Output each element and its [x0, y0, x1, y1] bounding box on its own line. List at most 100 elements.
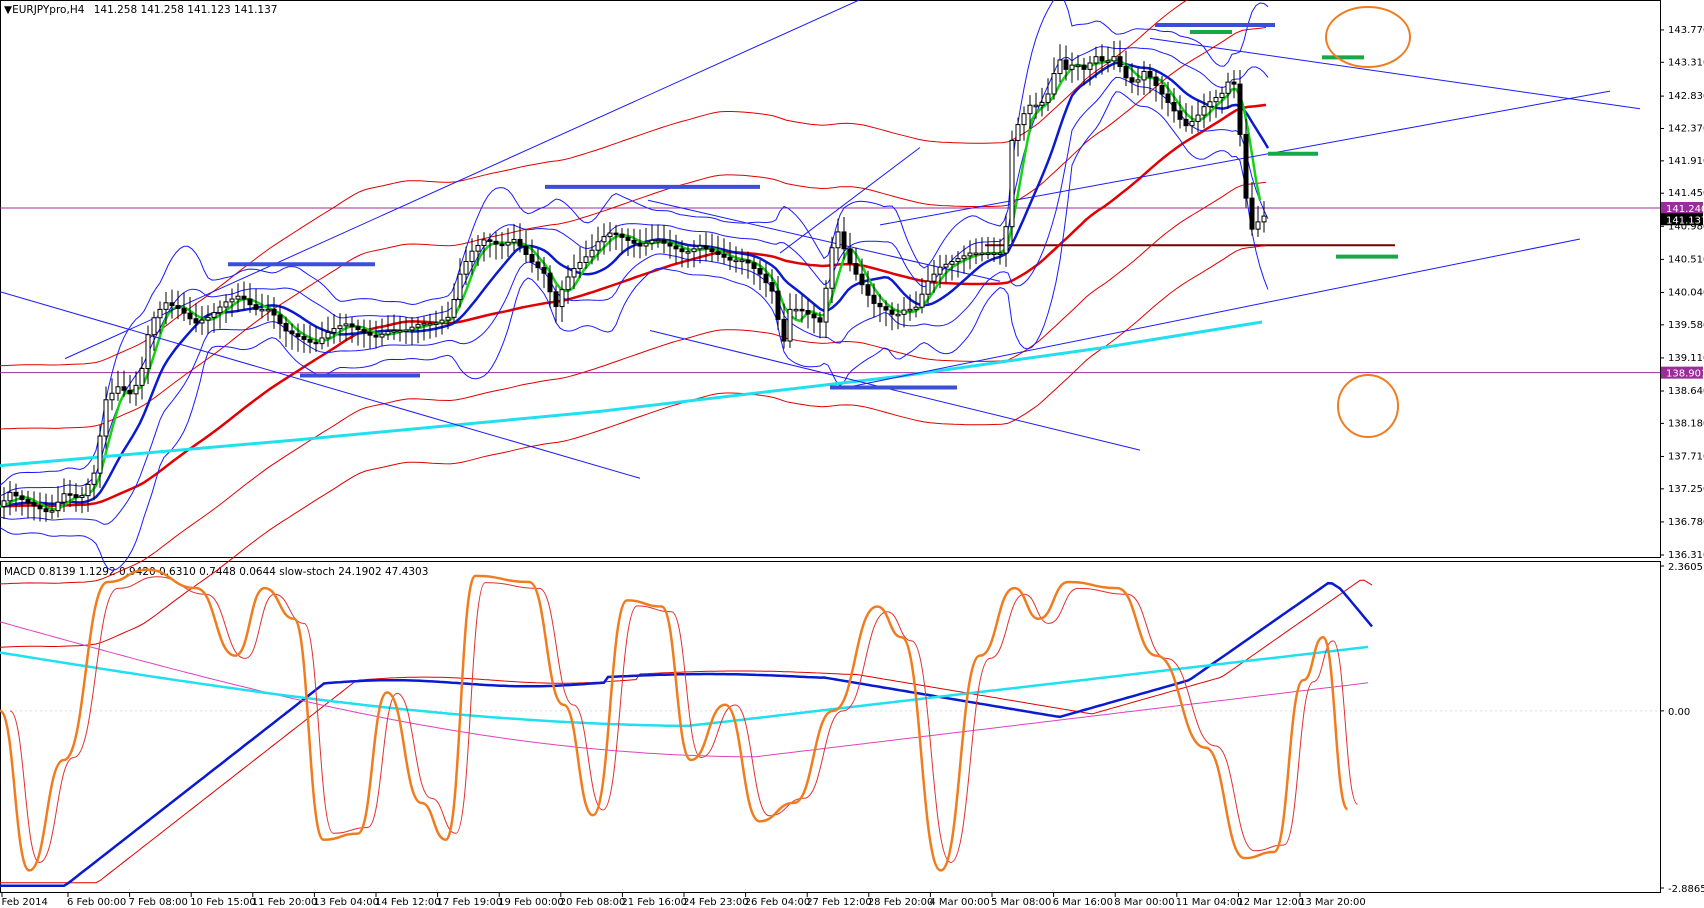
- candle-body: [361, 329, 367, 333]
- candle-body: [733, 259, 739, 263]
- candle-body: [655, 239, 661, 243]
- candle-body: [163, 302, 169, 310]
- candle-body: [793, 308, 799, 312]
- candle-body: [679, 248, 685, 253]
- candle-body: [1093, 56, 1099, 64]
- price-tick-label: 143.310: [1668, 57, 1704, 68]
- candle-body: [121, 386, 127, 391]
- candle-body: [883, 306, 889, 311]
- candle-body: [415, 323, 421, 328]
- candle-body: [139, 367, 145, 386]
- candle-body: [703, 245, 709, 250]
- candle-body: [463, 260, 469, 275]
- candle-body: [595, 241, 601, 251]
- candle-body: [1183, 118, 1189, 127]
- candle-body: [229, 298, 235, 303]
- candle-body: [769, 282, 775, 292]
- candle-body: [541, 267, 547, 274]
- candle-body: [253, 304, 259, 310]
- candle-body: [1039, 101, 1045, 106]
- candle-body: [1201, 106, 1207, 116]
- candle-body: [823, 287, 829, 323]
- candle-body: [391, 329, 397, 333]
- trend-line: [779, 147, 921, 254]
- time-tick-label: 14 Feb 12:00: [375, 897, 441, 908]
- candle-body: [439, 319, 445, 324]
- candle-body: [325, 331, 331, 339]
- candle-body: [607, 232, 613, 238]
- candle-body: [1045, 93, 1051, 103]
- macd-signal-line: [0, 579, 1373, 884]
- candle-body: [1033, 104, 1039, 108]
- candle-body: [1135, 79, 1141, 83]
- candle-body: [211, 312, 217, 318]
- candle-body: [1021, 113, 1027, 126]
- symbol-marker-icon: ▼: [4, 4, 13, 16]
- candle-body: [907, 308, 913, 312]
- candle-body: [667, 242, 673, 247]
- bollinger-band-line: [0, 0, 1269, 486]
- candle-body: [1177, 110, 1183, 120]
- time-tick-label: 13 Feb 04:00: [313, 897, 379, 908]
- axis-layer: 143.770 143.310 142.830 142.370 141.910 141.4…: [0, 25, 1704, 908]
- candle-body: [277, 314, 283, 324]
- candle-body: [217, 306, 223, 314]
- candle-body: [583, 256, 589, 263]
- price-tick-label: 137.250: [1668, 484, 1704, 495]
- candle-body: [901, 309, 907, 315]
- candle-body: [1153, 76, 1159, 87]
- candle-body: [991, 252, 997, 256]
- candle-body: [19, 495, 25, 500]
- candle-body: [1141, 70, 1147, 81]
- indicator-tick-label: 2.3605: [1668, 562, 1703, 573]
- candle-body: [511, 238, 517, 243]
- candle-body: [385, 330, 391, 335]
- price-tick-label: 140.980: [1668, 221, 1704, 232]
- candle-body: [1195, 114, 1201, 122]
- candle-body: [1099, 56, 1105, 62]
- candle-body: [259, 308, 265, 312]
- candle-body: [85, 483, 91, 497]
- candle-body: [565, 276, 571, 291]
- candle-body: [895, 313, 901, 317]
- candle-body: [313, 341, 319, 345]
- candle-body: [859, 273, 865, 286]
- candle-body: [205, 316, 211, 321]
- candle-body: [943, 263, 949, 268]
- candle-body: [469, 250, 475, 262]
- candle-body: [1225, 81, 1231, 94]
- trend-line: [64, 0, 861, 360]
- time-tick-label: 11 Mar 04:00: [1176, 897, 1243, 908]
- candle-body: [805, 310, 811, 315]
- envelope-band-line: [0, 181, 1267, 585]
- candle-body: [1159, 85, 1165, 95]
- candle-body: [25, 498, 31, 504]
- price-tick-label: 139.110: [1668, 353, 1704, 364]
- candle-body: [877, 302, 883, 308]
- candle-body: [79, 495, 85, 499]
- candle-body: [1207, 101, 1213, 108]
- signal-magenta-line: [0, 621, 1369, 758]
- candle-body: [931, 273, 937, 282]
- candle-body: [1129, 77, 1135, 83]
- candle-body: [187, 312, 193, 320]
- candle-body: [889, 309, 895, 315]
- candle-body: [367, 331, 373, 336]
- envelope-band-line: [0, 103, 1267, 508]
- candle-body: [457, 273, 463, 301]
- candle-body: [115, 386, 121, 394]
- candle-body: [967, 252, 973, 257]
- candle-body: [637, 242, 643, 247]
- candle-body: [1087, 62, 1093, 70]
- trend-line: [849, 238, 1581, 388]
- candle-body: [31, 502, 37, 507]
- candle-body: [1237, 83, 1243, 135]
- candle-body: [649, 239, 655, 244]
- candle-body: [787, 308, 793, 342]
- price-marker-box: [1661, 213, 1703, 226]
- candle-body: [1261, 215, 1267, 223]
- candle-body: [589, 249, 595, 258]
- candle-body: [757, 268, 763, 275]
